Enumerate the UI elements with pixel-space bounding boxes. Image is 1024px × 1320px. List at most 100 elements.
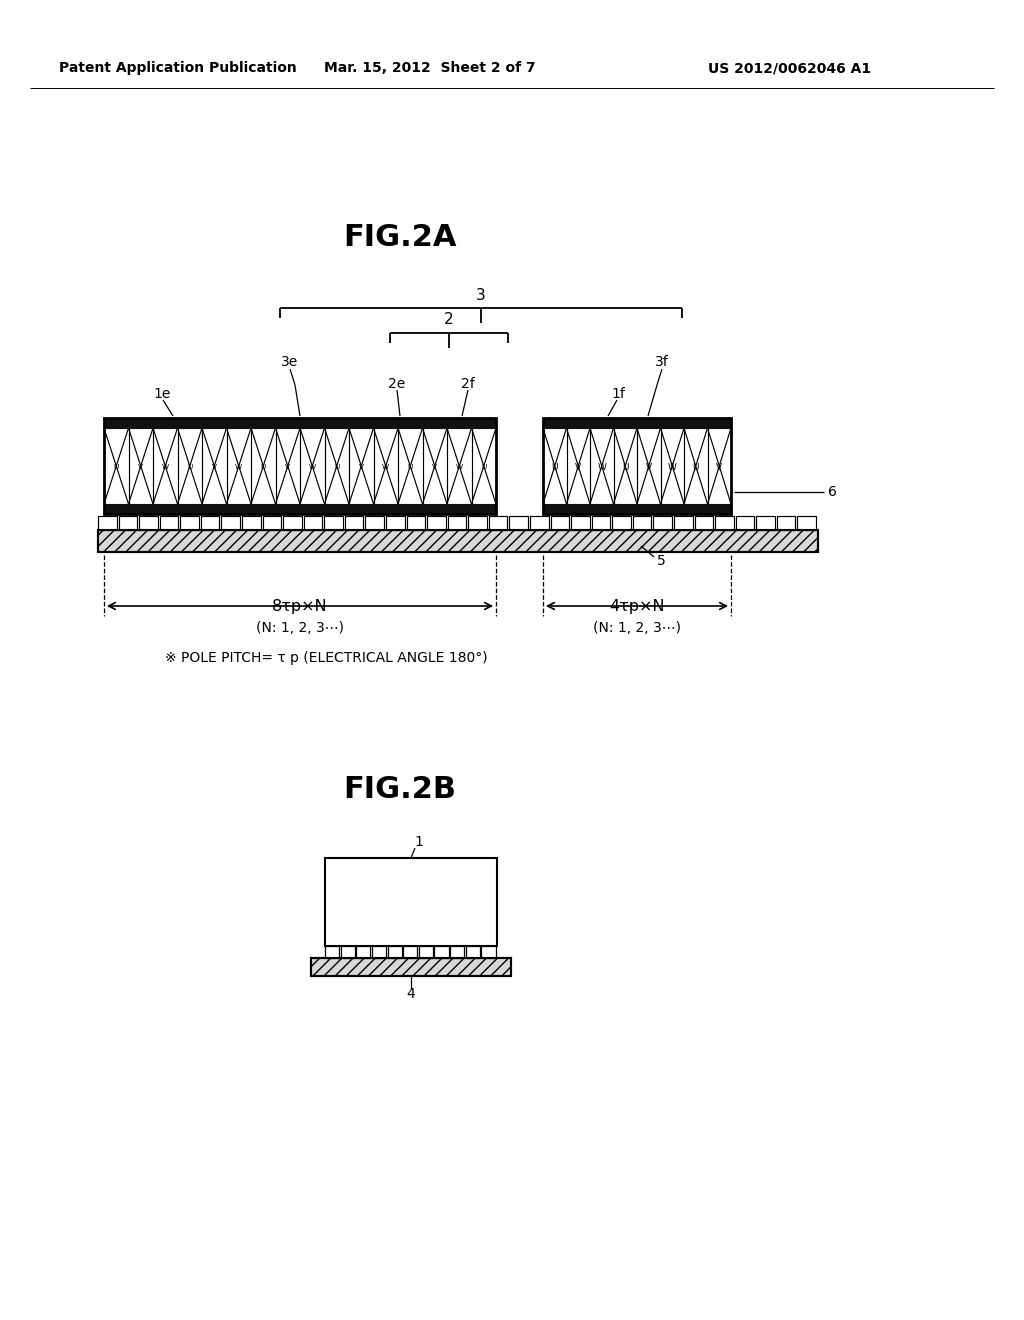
Bar <box>509 516 528 531</box>
Bar <box>466 946 480 958</box>
Bar <box>757 516 775 531</box>
Bar <box>653 516 672 531</box>
Bar <box>468 516 486 531</box>
Bar <box>386 516 404 531</box>
Text: 1: 1 <box>415 836 424 849</box>
Text: U: U <box>552 462 558 471</box>
Text: W: W <box>162 465 169 470</box>
Bar <box>592 516 610 531</box>
Bar <box>304 516 323 531</box>
Text: U: U <box>187 465 193 470</box>
Text: V: V <box>212 465 217 470</box>
Text: U: U <box>622 462 629 471</box>
Bar <box>543 504 731 513</box>
Bar <box>180 516 199 531</box>
Bar <box>407 516 425 531</box>
Bar <box>447 516 466 531</box>
Bar <box>798 516 816 531</box>
Bar <box>366 516 384 531</box>
Text: U: U <box>692 462 699 471</box>
Bar <box>403 946 418 958</box>
Bar <box>551 516 569 531</box>
Bar <box>694 516 713 531</box>
Bar <box>543 418 731 428</box>
Bar <box>104 418 496 513</box>
Bar <box>530 516 549 531</box>
Text: W: W <box>668 462 677 471</box>
Bar <box>434 946 449 958</box>
Bar <box>160 516 178 531</box>
Text: V: V <box>358 465 364 470</box>
Text: 8τp×N: 8τp×N <box>272 598 328 614</box>
Bar <box>427 516 445 531</box>
Text: (N: 1, 2, 3⋯): (N: 1, 2, 3⋯) <box>256 620 344 635</box>
Text: 5: 5 <box>657 554 666 568</box>
Bar <box>633 516 651 531</box>
Text: V: V <box>432 465 437 470</box>
Text: 3: 3 <box>476 288 485 302</box>
Bar <box>419 946 433 958</box>
Bar <box>356 946 371 958</box>
Bar <box>325 516 343 531</box>
Bar <box>104 504 496 513</box>
Text: 3f: 3f <box>655 355 669 370</box>
Bar <box>262 516 282 531</box>
Text: 6: 6 <box>828 484 837 499</box>
Text: W: W <box>308 465 315 470</box>
Text: Mar. 15, 2012  Sheet 2 of 7: Mar. 15, 2012 Sheet 2 of 7 <box>325 61 536 75</box>
Bar <box>735 516 755 531</box>
Text: U: U <box>408 465 413 470</box>
Bar <box>104 418 496 428</box>
Text: FIG.2B: FIG.2B <box>343 776 457 804</box>
Text: V: V <box>138 465 143 470</box>
Text: US 2012/0062046 A1: US 2012/0062046 A1 <box>709 61 871 75</box>
Text: 1f: 1f <box>611 387 625 401</box>
Text: ※ POLE PITCH= τ p (ELECTRICAL ANGLE 180°): ※ POLE PITCH= τ p (ELECTRICAL ANGLE 180°… <box>165 651 487 665</box>
Bar <box>98 531 818 552</box>
Bar <box>221 516 240 531</box>
Bar <box>98 531 818 552</box>
Bar <box>488 516 508 531</box>
Text: (N: 1, 2, 3⋯): (N: 1, 2, 3⋯) <box>593 620 681 635</box>
Text: W: W <box>236 465 243 470</box>
Bar <box>242 516 260 531</box>
Text: V: V <box>575 462 582 471</box>
Text: W: W <box>597 462 606 471</box>
Text: 2: 2 <box>444 313 454 327</box>
Text: 1e: 1e <box>154 387 171 401</box>
Bar <box>451 946 464 958</box>
Bar <box>372 946 386 958</box>
Bar <box>98 516 117 531</box>
Text: FIG.2A: FIG.2A <box>343 223 457 252</box>
Text: 2e: 2e <box>388 378 406 391</box>
Text: 2f: 2f <box>461 378 475 391</box>
Text: V: V <box>646 462 652 471</box>
Text: U: U <box>114 465 119 470</box>
Bar <box>311 958 511 975</box>
Bar <box>571 516 590 531</box>
Bar <box>284 516 302 531</box>
Text: 3e: 3e <box>282 355 299 370</box>
Text: W: W <box>456 465 463 470</box>
Bar <box>674 516 692 531</box>
Bar <box>201 516 219 531</box>
Bar <box>325 946 339 958</box>
Bar <box>612 516 631 531</box>
Bar <box>139 516 158 531</box>
Text: U: U <box>261 465 266 470</box>
Bar <box>777 516 796 531</box>
Text: 4: 4 <box>407 987 416 1001</box>
Bar <box>341 946 354 958</box>
Text: Patent Application Publication: Patent Application Publication <box>59 61 297 75</box>
Text: W: W <box>382 465 389 470</box>
Text: 4τp×N: 4τp×N <box>609 598 665 614</box>
Bar <box>481 946 496 958</box>
Text: V: V <box>286 465 290 470</box>
Bar <box>387 946 401 958</box>
Text: V: V <box>716 462 722 471</box>
Bar <box>345 516 364 531</box>
Bar <box>311 958 511 975</box>
Bar <box>715 516 734 531</box>
Text: U: U <box>334 465 339 470</box>
Text: U: U <box>481 465 486 470</box>
